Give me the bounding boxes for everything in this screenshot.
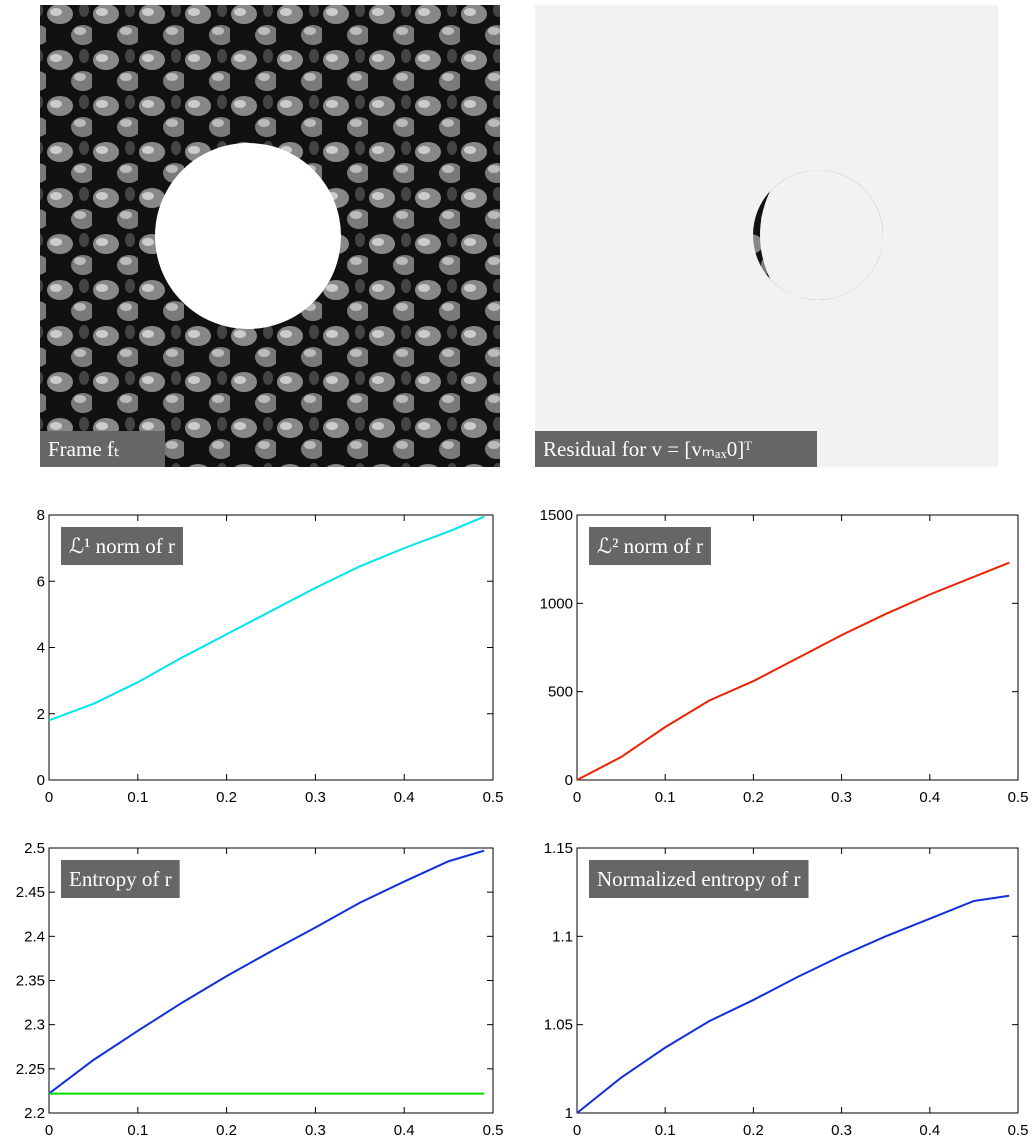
line bbox=[576, 561, 1010, 781]
x-tick-label: 0.3 bbox=[305, 789, 326, 806]
label-box bbox=[40, 431, 165, 467]
x-tick-label: 0.1 bbox=[127, 789, 148, 806]
annotation: Normalized entropy of r bbox=[597, 867, 801, 891]
x-tick-label: 0.4 bbox=[394, 789, 415, 806]
image-label: Frame fₜ bbox=[48, 437, 120, 461]
y-tick-label: 2.5 bbox=[24, 840, 45, 857]
y-tick-label: 2.25 bbox=[16, 1061, 45, 1078]
annotation: ℒ¹ norm of r bbox=[69, 534, 175, 558]
x-tick-label: 0.3 bbox=[831, 789, 852, 806]
y-tick-label: 0 bbox=[565, 772, 573, 789]
crescent bbox=[753, 170, 883, 300]
y-tick-label: 1.05 bbox=[544, 1017, 573, 1034]
x-tick-label: 0 bbox=[573, 789, 581, 806]
annotation-box bbox=[589, 527, 711, 565]
y-tick-label: 8 bbox=[37, 507, 45, 524]
x-tick-label: 0 bbox=[573, 1122, 581, 1139]
x-tick-label: 0.3 bbox=[305, 1122, 326, 1139]
x-tick-label: 0.5 bbox=[483, 789, 504, 806]
annotation: Entropy of r bbox=[69, 867, 172, 891]
x-tick-label: 0.1 bbox=[127, 1122, 148, 1139]
x-tick-label: 0.4 bbox=[394, 1122, 415, 1139]
x-tick-label: 0.5 bbox=[483, 1122, 504, 1139]
x-tick-label: 0.4 bbox=[919, 1122, 940, 1139]
x-tick-label: 0 bbox=[45, 1122, 53, 1139]
label-box bbox=[535, 431, 817, 467]
line bbox=[48, 849, 485, 1095]
y-tick-label: 500 bbox=[548, 684, 573, 701]
y-tick-label: 2.4 bbox=[24, 928, 45, 945]
line bbox=[48, 515, 485, 722]
y-tick-label: 1000 bbox=[540, 595, 573, 612]
hole bbox=[155, 143, 341, 329]
y-tick-label: 6 bbox=[37, 573, 45, 590]
y-tick-label: 1.1 bbox=[552, 928, 573, 945]
y-tick-label: 1.15 bbox=[544, 840, 573, 857]
line bbox=[576, 894, 1010, 1114]
y-tick-label: 2.3 bbox=[24, 1017, 45, 1034]
y-tick-label: 1 bbox=[565, 1105, 573, 1122]
x-tick-label: 0.2 bbox=[743, 1122, 764, 1139]
image-label: Residual for v = [vₘₐₓ0]ᵀ bbox=[543, 437, 752, 461]
y-tick-label: 2 bbox=[37, 706, 45, 723]
annotation-box bbox=[61, 527, 183, 565]
x-tick-label: 0.4 bbox=[919, 789, 940, 806]
x-tick-label: 0.2 bbox=[216, 1122, 237, 1139]
annotation-box bbox=[589, 860, 809, 898]
x-tick-label: 0.3 bbox=[831, 1122, 852, 1139]
x-tick-label: 0.5 bbox=[1008, 1122, 1029, 1139]
x-tick-label: 0.2 bbox=[743, 789, 764, 806]
y-tick-label: 0 bbox=[37, 772, 45, 789]
x-tick-label: 0.2 bbox=[216, 789, 237, 806]
x-tick-label: 0.5 bbox=[1008, 789, 1029, 806]
x-tick-label: 0.1 bbox=[655, 789, 676, 806]
annotation: ℒ² norm of r bbox=[597, 534, 703, 558]
y-tick-label: 2.35 bbox=[16, 973, 45, 990]
x-tick-label: 0 bbox=[45, 789, 53, 806]
y-tick-label: 2.45 bbox=[16, 884, 45, 901]
annotation-box bbox=[61, 860, 180, 898]
y-tick-label: 2.2 bbox=[24, 1105, 45, 1122]
x-tick-label: 0.1 bbox=[655, 1122, 676, 1139]
y-tick-label: 1500 bbox=[540, 507, 573, 524]
y-tick-label: 4 bbox=[37, 640, 45, 657]
